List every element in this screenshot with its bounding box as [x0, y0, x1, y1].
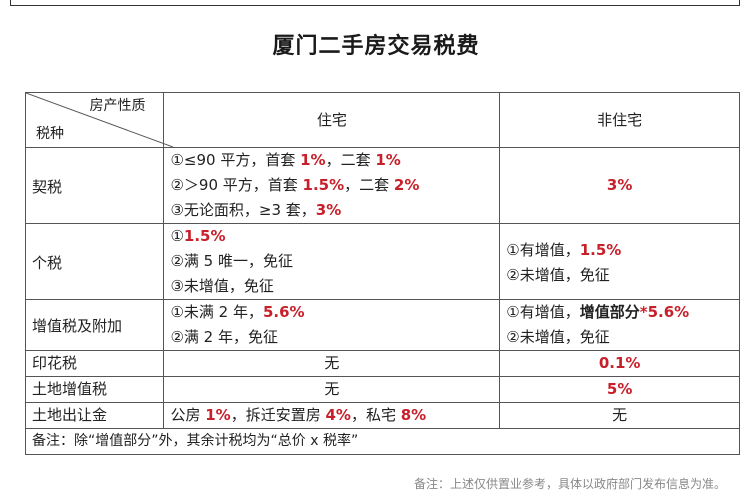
text: ①有增值，: [506, 241, 580, 259]
footer-disclaimer: 备注：上述仅供置业参考，具体以政府部门发布信息为准。: [413, 477, 726, 491]
row-label-stamp-duty: 印花税: [24, 350, 165, 377]
row-label-land-transfer: 土地出让金: [24, 402, 165, 429]
text: ①: [170, 227, 184, 245]
table-row-land-vat: 土地增值税 无 5%: [24, 376, 740, 403]
text: 公房: [170, 406, 206, 424]
table-header-row: 房产性质 税种 住宅 非住宅: [24, 92, 740, 148]
vat-nonres-line-1: ①有增值，增值部分*5.6%: [506, 300, 733, 325]
income-tax-nonres-line-1: ①有增值，1.5%: [506, 238, 733, 263]
income-tax-line-1: ①1.5%: [170, 224, 493, 249]
vat-line-1: ①未满 2 年，5.6%: [170, 300, 493, 325]
rate: 1%: [375, 151, 401, 169]
table-note-row: 备注：除“增值部分”外，其余计税均为“总价 x 税率”: [25, 428, 740, 455]
land-vat-non-residential: 5%: [499, 376, 740, 403]
header-non-residential: 非住宅: [499, 92, 740, 148]
income-tax-non-residential: ①有增值，1.5% ②未增值，免征: [499, 223, 740, 300]
rate: *5.6%: [639, 303, 690, 321]
text-bold: 增值部分: [579, 303, 640, 321]
vat-nonres-line-2: ②未增值，免征: [506, 328, 610, 346]
stamp-duty-residential: 无: [163, 350, 501, 377]
deed-tax-line-3: ③无论面积，≥3 套，3%: [170, 198, 493, 223]
header-corner-cell: 房产性质 税种: [24, 92, 173, 148]
diagonal-divider: [26, 93, 173, 147]
page-title: 厦门二手房交易税费: [272, 34, 480, 59]
rate: 1.5%: [579, 241, 622, 259]
rate: 1.5%: [302, 176, 345, 194]
row-label-vat: 增值税及附加: [24, 299, 165, 351]
deed-tax-line-2: ②＞90 平方，首套 1.5%，二套 2%: [170, 173, 493, 198]
table-row-vat: 增值税及附加 ①未满 2 年，5.6% ②满 2 年，免征 ①有增值，增值部分*…: [24, 299, 740, 351]
table-row-land-transfer: 土地出让金 公房 1%，拆迁安置房 4%，私宅 8% 无: [24, 402, 740, 429]
income-tax-line-2: ②满 5 唯一，免征: [170, 252, 293, 270]
income-tax-line-3: ③未增值，免征: [170, 277, 274, 295]
text: ，拆迁安置房: [230, 406, 326, 424]
table-row-stamp-duty: 印花税 无 0.1%: [24, 350, 740, 377]
deed-tax-residential: ①≤90 平方，首套 1%，二套 1% ②＞90 平方，首套 1.5%，二套 2…: [163, 147, 501, 224]
rate: 4%: [325, 406, 351, 424]
rate: 1%: [300, 151, 326, 169]
header-property-type-label: 房产性质: [89, 98, 146, 114]
deed-tax-line-1: ①≤90 平方，首套 1%，二套 1%: [170, 148, 493, 173]
table-note: 备注：除“增值部分”外，其余计税均为“总价 x 税率”: [25, 428, 740, 455]
text: ①有增值，: [506, 303, 580, 321]
header-residential: 住宅: [163, 92, 501, 148]
text: ①≤90 平方，首套: [170, 151, 301, 169]
table-row-deed-tax: 契税 ①≤90 平方，首套 1%，二套 1% ②＞90 平方，首套 1.5%，二…: [24, 147, 740, 224]
text: ③无论面积，≥3 套，: [170, 201, 316, 219]
rate: 8%: [400, 406, 427, 424]
text: ，二套: [344, 176, 394, 194]
land-transfer-non-residential: 无: [499, 402, 740, 429]
text: ①未满 2 年，: [170, 303, 263, 321]
vat-line-2: ②满 2 年，免征: [170, 328, 278, 346]
vat-non-residential: ①有增值，增值部分*5.6% ②未增值，免征: [499, 299, 740, 351]
row-label-land-vat: 土地增值税: [24, 376, 165, 403]
text: ，私宅: [350, 406, 401, 424]
land-transfer-line: 公房 1%，拆迁安置房 4%，私宅 8%: [170, 403, 493, 428]
text: ②＞90 平方，首套: [170, 176, 303, 194]
land-transfer-residential: 公房 1%，拆迁安置房 4%，私宅 8%: [163, 402, 501, 429]
table-row-income-tax: 个税 ①1.5% ②满 5 唯一，免征 ③未增值，免征 ①有增值，1.5% ②未…: [24, 223, 740, 300]
row-label-deed-tax: 契税: [24, 147, 165, 224]
rate: 1.5%: [183, 227, 226, 245]
land-vat-residential: 无: [163, 376, 501, 403]
income-tax-residential: ①1.5% ②满 5 唯一，免征 ③未增值，免征: [163, 223, 501, 300]
rate: 5.6%: [262, 303, 305, 321]
deed-tax-non-residential: 3%: [499, 147, 740, 224]
row-label-income-tax: 个税: [24, 223, 165, 300]
rate: 3%: [315, 201, 342, 219]
top-border-decoration: [10, 0, 740, 6]
stamp-duty-non-residential: 0.1%: [499, 350, 740, 377]
rate: 1%: [205, 406, 231, 424]
text: ，二套: [325, 151, 376, 169]
vat-residential: ①未满 2 年，5.6% ②满 2 年，免征: [163, 299, 501, 351]
header-tax-type-label: 税种: [36, 126, 64, 142]
rate: 2%: [393, 176, 420, 194]
income-tax-nonres-line-2: ②未增值，免征: [506, 266, 610, 284]
tax-table: 房产性质 税种 住宅 非住宅 契税 ①≤90 平方，首套 1%，二套 1% ②＞…: [24, 92, 740, 455]
